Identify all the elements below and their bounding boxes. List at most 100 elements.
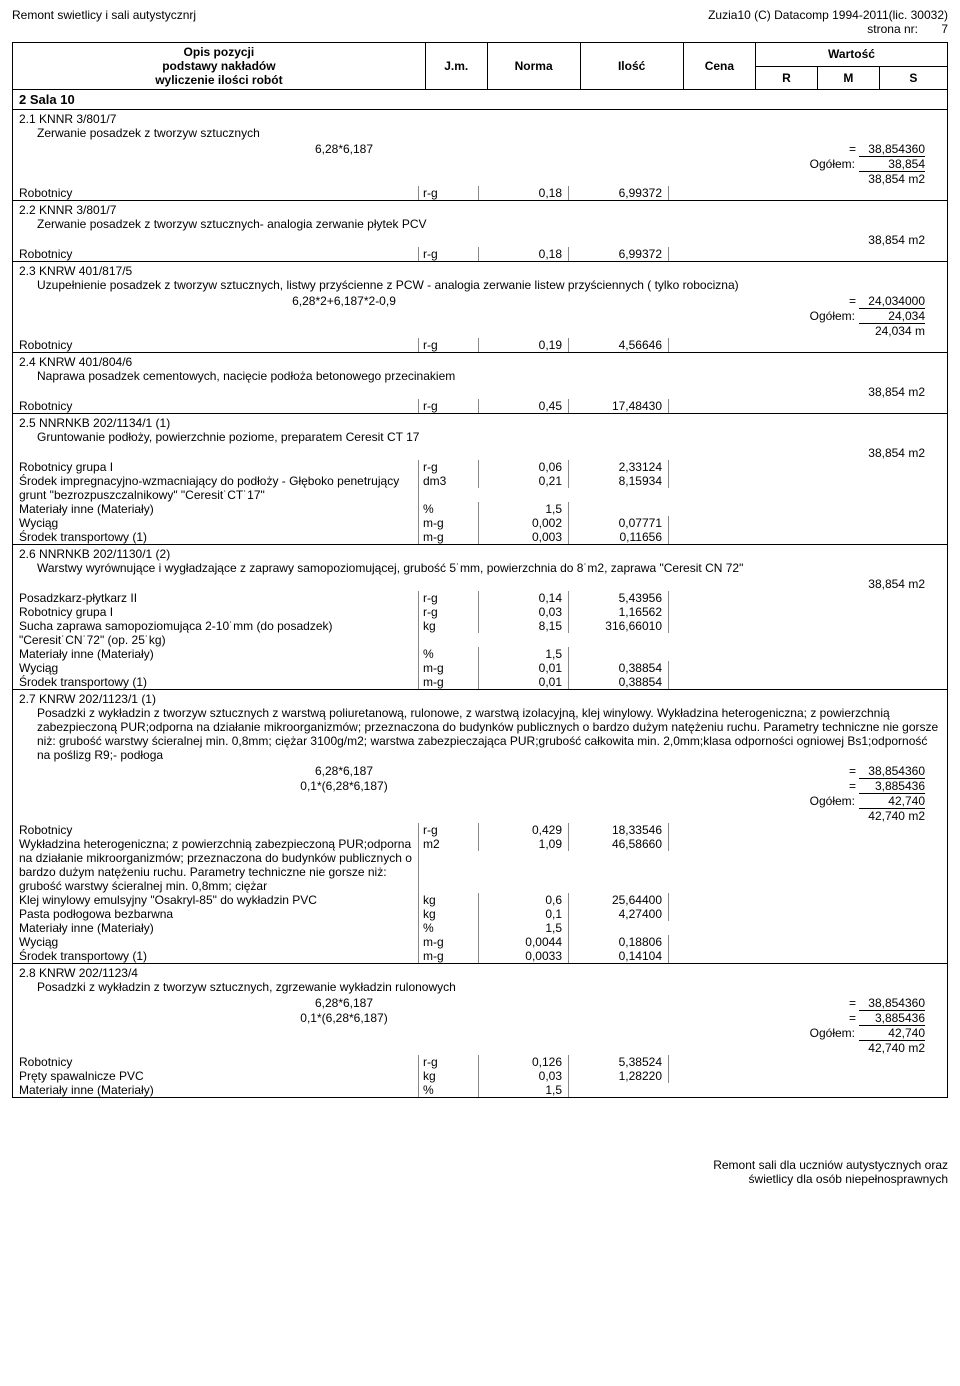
ogolem-value: 38,854 xyxy=(859,157,925,172)
detail-label: Środek transportowy (1) xyxy=(19,949,419,963)
item-description: Zerwanie posadzek z tworzyw sztucznych xyxy=(13,126,947,142)
total-value: 42,740 m2 xyxy=(859,809,925,823)
detail-ilosc: 2,33124 xyxy=(569,460,669,474)
detail-row: Robotnicy grupa Ir-g0,031,16562 xyxy=(13,605,947,619)
ogolem-label: Ogółem: xyxy=(799,1026,859,1041)
cost-estimate-table: Opis pozycji podstawy nakładów wyliczeni… xyxy=(12,42,948,1098)
detail-jm: r-g xyxy=(419,1055,479,1069)
total-line: 42,740 m2 xyxy=(13,1041,947,1055)
calc-line: 6,28*6,187=38,854360 xyxy=(13,142,947,157)
detail-ilosc: 5,38524 xyxy=(569,1055,669,1069)
detail-label: Robotnicy xyxy=(19,1055,419,1069)
section-row: 2 Sala 10 xyxy=(13,90,948,110)
detail-norma: 1,5 xyxy=(479,1083,569,1097)
calc-result: 3,885436 xyxy=(859,779,925,794)
item-description: Naprawa posadzek cementowych, nacięcie p… xyxy=(13,369,947,385)
item-code: NNRNKB 202/1130/1 (2) xyxy=(39,547,170,561)
detail-norma: 0,01 xyxy=(479,675,569,689)
detail-label: Środek transportowy (1) xyxy=(19,530,419,544)
item-description: Zerwanie posadzek z tworzyw sztucznych- … xyxy=(13,217,947,233)
detail-row: Robotnicyr-g0,42918,33546 xyxy=(13,823,947,837)
detail-label: Materiały inne (Materiały) xyxy=(19,647,419,661)
detail-jm: % xyxy=(419,921,479,935)
item-num: 2.1 xyxy=(19,112,36,126)
detail-row: Robotnicyr-g0,186,99372 xyxy=(13,186,947,200)
detail-label: Wyciąg xyxy=(19,661,419,675)
cost-item: 2.8 KNRW 202/1123/4Posadzki z wykładzin … xyxy=(13,963,947,1097)
total-line: 38,854 m2 xyxy=(13,233,947,247)
cost-item: 2.3 KNRW 401/817/5Uzupełnienie posadzek … xyxy=(13,261,947,352)
equals-sign: = xyxy=(799,142,859,157)
detail-row: Środek transportowy (1)m-g0,00330,14104 xyxy=(13,949,947,963)
detail-row: Środek transportowy (1)m-g0,010,38854 xyxy=(13,675,947,689)
item-header: 2.8 KNRW 202/1123/4 xyxy=(13,964,947,980)
detail-label: Robotnicy xyxy=(19,399,419,413)
equals-sign: = xyxy=(799,764,859,779)
calc-result: 24,034000 xyxy=(859,294,925,309)
software-line: Zuzia10 (C) Datacomp 1994-2011(lic. 3003… xyxy=(708,8,948,22)
detail-ilosc: 0,18806 xyxy=(569,935,669,949)
ogolem-label: Ogółem: xyxy=(799,794,859,809)
col-r: R xyxy=(755,66,817,90)
detail-row: Sucha zaprawa samopoziomująca 2-10˙mm (d… xyxy=(13,619,947,647)
detail-norma: 0,01 xyxy=(479,661,569,675)
detail-label: Posadzkarz-płytkarz II xyxy=(19,591,419,605)
page-number: 7 xyxy=(941,22,948,36)
item-header: 2.1 KNNR 3/801/7 xyxy=(13,110,947,126)
detail-row: Robotnicyr-g0,194,56646 xyxy=(13,338,947,352)
detail-label: Robotnicy xyxy=(19,823,419,837)
calc-formula: 6,28*6,187 xyxy=(19,996,669,1011)
header-row-1: Opis pozycji podstawy nakładów wyliczeni… xyxy=(13,43,948,67)
item-code: KNNR 3/801/7 xyxy=(39,203,116,217)
detail-norma: 1,5 xyxy=(479,647,569,661)
detail-row: Wyciągm-g0,0020,07771 xyxy=(13,516,947,530)
doc-title-left: Remont swietlicy i sali autystycznrj xyxy=(12,8,196,36)
detail-label: Środek transportowy (1) xyxy=(19,675,419,689)
detail-label: Środek impregnacyjno-wzmacniający do pod… xyxy=(19,474,419,502)
detail-norma: 0,6 xyxy=(479,893,569,907)
item-header: 2.5 NNRNKB 202/1134/1 (1) xyxy=(13,414,947,430)
detail-ilosc: 8,15934 xyxy=(569,474,669,488)
equals-sign: = xyxy=(799,996,859,1011)
ogolem-line: Ogółem:24,034 xyxy=(13,309,947,324)
ogolem-label: Ogółem: xyxy=(799,309,859,324)
item-num: 2.4 xyxy=(19,355,36,369)
detail-jm: m-g xyxy=(419,661,479,675)
total-value: 38,854 m2 xyxy=(859,172,925,186)
item-description: Uzupełnienie posadzek z tworzyw sztuczny… xyxy=(13,278,947,294)
section-num: 2 xyxy=(19,92,26,107)
item-header: 2.4 KNRW 401/804/6 xyxy=(13,353,947,369)
cost-item: 2.2 KNNR 3/801/7Zerwanie posadzek z twor… xyxy=(13,200,947,261)
detail-jm: % xyxy=(419,502,479,516)
total-value: 38,854 m2 xyxy=(859,446,925,460)
doc-title-right: Zuzia10 (C) Datacomp 1994-2011(lic. 3003… xyxy=(708,8,948,36)
detail-norma: 0,21 xyxy=(479,474,569,488)
page-line: strona nr: 7 xyxy=(708,22,948,36)
calc-formula: 0,1*(6,28*6,187) xyxy=(19,1011,669,1026)
col-jm: J.m. xyxy=(425,43,487,90)
detail-label: Wykładzina heterogeniczna; z powierzchni… xyxy=(19,837,419,893)
cost-item: 2.7 KNRW 202/1123/1 (1)Posadzki z wykład… xyxy=(13,689,947,963)
detail-row: Pasta podłogowa bezbarwnakg0,14,27400 xyxy=(13,907,947,921)
item-num: 2.3 xyxy=(19,264,36,278)
detail-ilosc: 18,33546 xyxy=(569,823,669,837)
detail-jm: kg xyxy=(419,893,479,907)
ogolem-value: 42,740 xyxy=(859,794,925,809)
total-value: 38,854 m2 xyxy=(859,385,925,399)
footer-line-2: świetlicy dla osób niepełnosprawnych xyxy=(12,1172,948,1186)
item-code: KNNR 3/801/7 xyxy=(39,112,116,126)
detail-jm: m-g xyxy=(419,949,479,963)
detail-ilosc: 316,66010 xyxy=(569,619,669,633)
col-cena: Cena xyxy=(683,43,755,90)
item-header: 2.2 KNNR 3/801/7 xyxy=(13,201,947,217)
item-header: 2.7 KNRW 202/1123/1 (1) xyxy=(13,690,947,706)
detail-row: Robotnicy grupa Ir-g0,062,33124 xyxy=(13,460,947,474)
detail-jm: m2 xyxy=(419,837,479,851)
detail-row: Materiały inne (Materiały)%1,5 xyxy=(13,647,947,661)
detail-row: Wyciągm-g0,00440,18806 xyxy=(13,935,947,949)
detail-jm: r-g xyxy=(419,591,479,605)
calc-line: 6,28*6,187=38,854360 xyxy=(13,996,947,1011)
calc-formula: 6,28*6,187 xyxy=(19,764,669,779)
detail-row: Robotnicyr-g0,186,99372 xyxy=(13,247,947,261)
detail-row: Środek impregnacyjno-wzmacniający do pod… xyxy=(13,474,947,502)
